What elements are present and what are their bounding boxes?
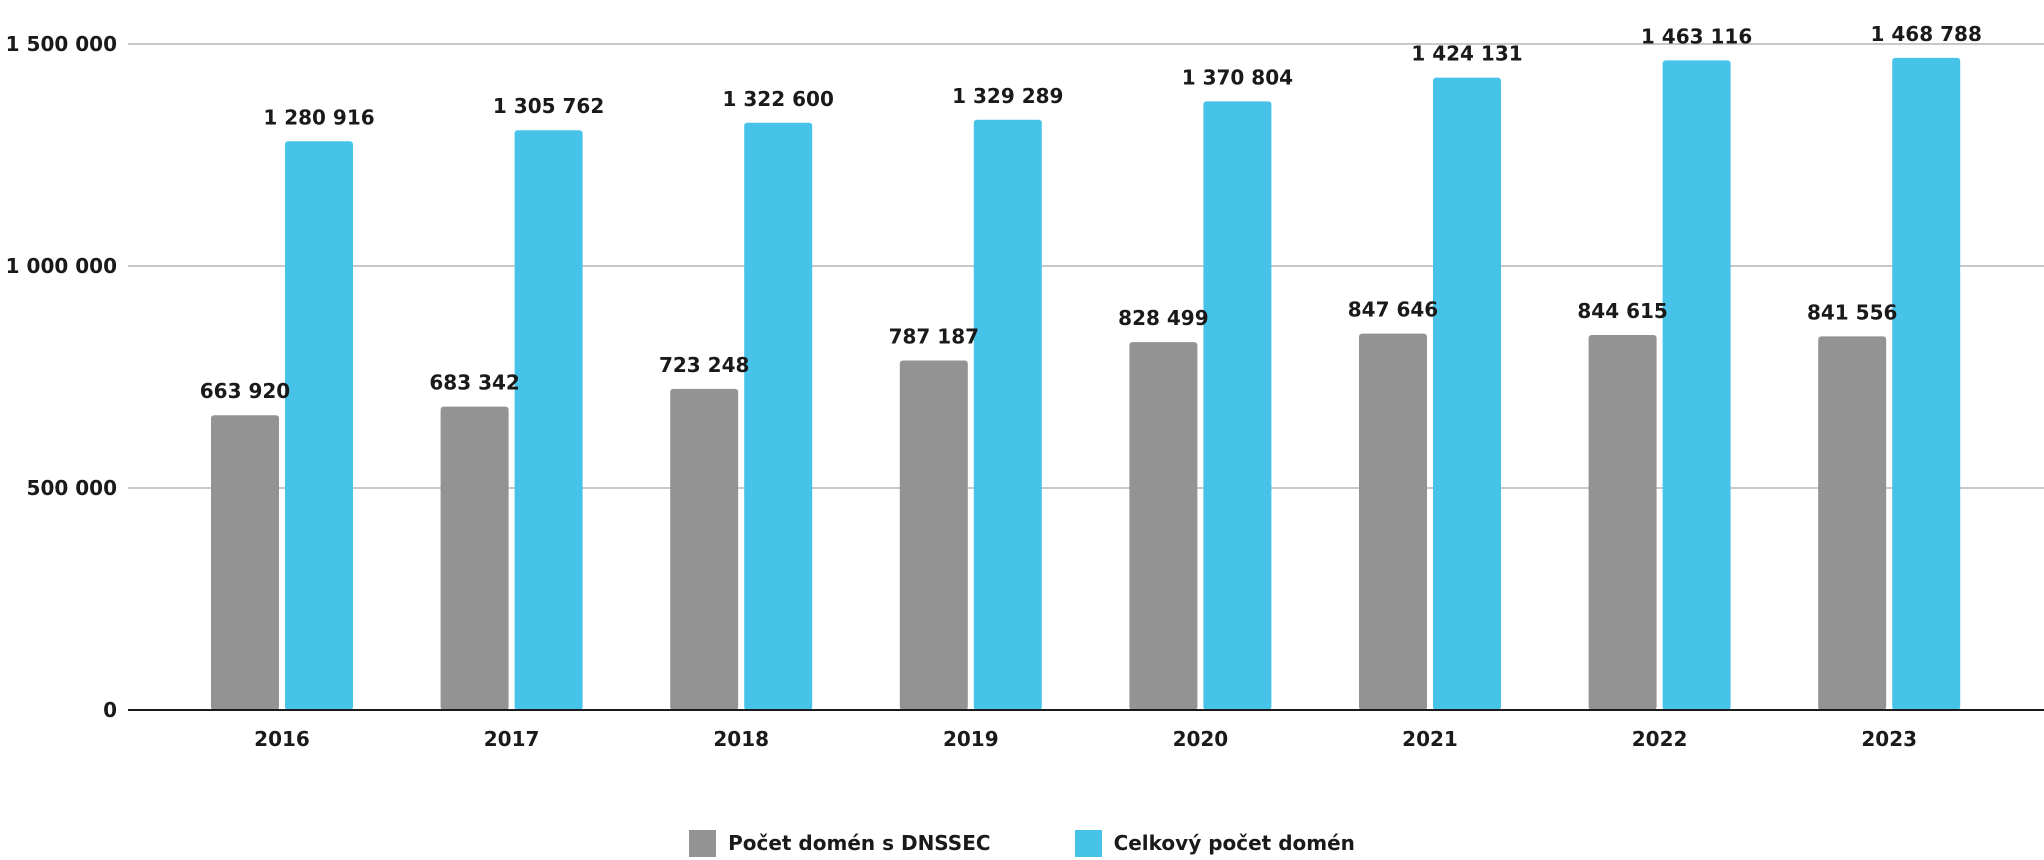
data-label-dnssec: 828 499 — [1118, 306, 1208, 330]
data-label-dnssec: 723 248 — [659, 353, 749, 377]
data-label-dnssec: 663 920 — [200, 379, 290, 403]
bars — [211, 57, 1961, 711]
bar-dnssec — [1818, 336, 1887, 710]
data-label-dnssec: 847 646 — [1348, 298, 1438, 322]
data-label-total: 1 370 804 — [1182, 65, 1293, 89]
x-tick-label: 2019 — [943, 727, 999, 751]
bar-total — [744, 122, 813, 710]
x-tick-label: 2017 — [484, 727, 540, 751]
bar-total — [285, 141, 353, 710]
data-label-total: 1 329 289 — [952, 84, 1063, 108]
x-tick-label: 2016 — [254, 727, 310, 751]
data-label-total: 1 322 600 — [723, 87, 834, 111]
y-tick-label: 500 000 — [27, 476, 117, 500]
bar-total — [1203, 101, 1272, 710]
data-label-total: 1 463 116 — [1641, 24, 1752, 48]
legend-item-total: Celkový počet domén — [1074, 829, 1355, 857]
bar-dnssec — [1588, 334, 1657, 710]
y-tick-label: 0 — [103, 698, 117, 722]
data-labels: 663 920 1 280 916 683 342 1 305 762 723 248 1… — [200, 22, 1982, 403]
x-tick-label: 2022 — [1632, 727, 1688, 751]
bar-dnssec — [670, 388, 739, 710]
axes: 0 500 000 1 000 000 1 500 000 2016 2017 2018 20… — [6, 32, 2044, 751]
bar-total — [514, 130, 583, 710]
legend-label-total: Celkový počet domén — [1113, 831, 1355, 855]
x-tick-label: 2021 — [1402, 727, 1458, 751]
x-tick-label: 2020 — [1173, 727, 1229, 751]
data-label-total: 1 424 131 — [1411, 42, 1522, 66]
bar-dnssec — [211, 415, 279, 710]
gridlines — [128, 43, 2044, 489]
legend-item-dnssec: Počet domén s DNSSEC — [689, 829, 991, 857]
legend-swatch-total — [1074, 829, 1102, 857]
data-label-total: 1 305 762 — [493, 94, 604, 118]
legend-label-dnssec: Počet domén s DNSSEC — [728, 831, 991, 855]
data-label-dnssec: 844 615 — [1577, 299, 1667, 323]
data-label-dnssec: 841 556 — [1807, 300, 1897, 324]
bar-dnssec — [440, 406, 509, 710]
data-label-total: 1 468 788 — [1871, 22, 1982, 46]
legend: Počet domén s DNSSEC Celkový počet domén — [0, 826, 2044, 860]
bar-total — [973, 119, 1042, 711]
bar-total — [1662, 60, 1731, 711]
bar-dnssec — [1359, 333, 1427, 710]
legend-swatch-dnssec — [689, 829, 717, 857]
y-tick-label: 1 500 000 — [6, 32, 117, 56]
bar-dnssec — [899, 360, 968, 710]
y-tick-label: 1 000 000 — [6, 254, 117, 278]
x-tick-label: 2018 — [713, 727, 769, 751]
data-label-dnssec: 787 187 — [889, 324, 979, 348]
data-label-dnssec: 683 342 — [429, 371, 519, 395]
data-label-total: 1 280 916 — [263, 105, 374, 129]
bar-total — [1433, 77, 1501, 710]
bar-total — [1892, 57, 1961, 710]
x-tick-label: 2023 — [1861, 727, 1917, 751]
bar-dnssec — [1129, 342, 1198, 710]
